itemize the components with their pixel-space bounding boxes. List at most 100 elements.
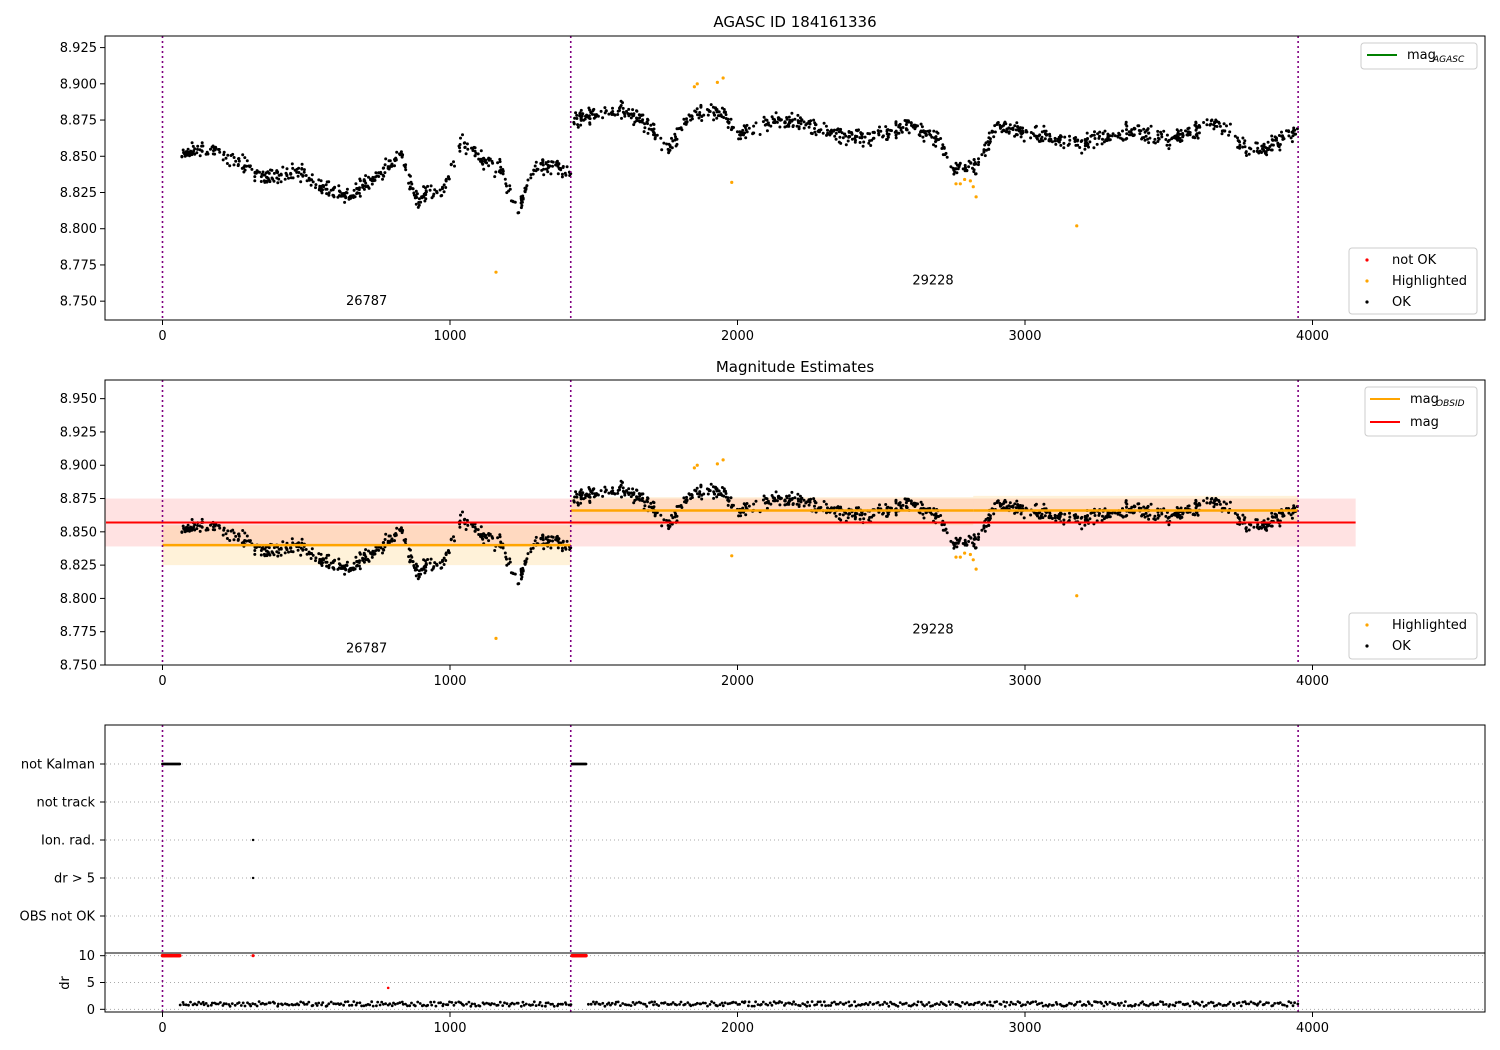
y-tick-label: 8.875 (60, 492, 97, 507)
ok-point (987, 143, 991, 147)
ok-point (932, 129, 936, 133)
ok-point (813, 127, 816, 130)
ok-point (444, 551, 448, 555)
highlighted-point (954, 555, 958, 559)
ok-point (765, 129, 769, 133)
ok-point (357, 564, 361, 568)
ok-point (1041, 139, 1045, 143)
dr-ok-point (465, 1002, 468, 1006)
ok-point (649, 501, 653, 505)
ok-point (184, 150, 188, 154)
dr-ok-point (625, 1003, 628, 1007)
ok-point (922, 139, 926, 143)
ok-point (668, 144, 672, 147)
y-tick-label: 8.800 (60, 222, 97, 237)
ok-point (1195, 504, 1199, 508)
ok-point (904, 127, 908, 131)
dr-ok-point (510, 1001, 514, 1005)
dr-ok-point (853, 1000, 856, 1004)
ok-point (403, 165, 407, 169)
dr-ok-point (195, 1003, 199, 1007)
dr-ok-point (710, 1000, 713, 1003)
ok-point (683, 122, 686, 126)
ok-point (1290, 140, 1294, 144)
ok-point (1138, 132, 1142, 136)
dr-ok-point (332, 1002, 336, 1006)
dr-ok-point (872, 1002, 876, 1006)
ok-point (1002, 128, 1005, 132)
ok-point (578, 112, 582, 116)
dr-ok-point (947, 1000, 951, 1004)
ok-point (520, 200, 524, 204)
ok-point (496, 536, 500, 540)
ok-point (972, 544, 976, 548)
x-tick-label: 1000 (433, 329, 466, 344)
ok-point (300, 162, 304, 166)
ok-point (1124, 514, 1128, 518)
ok-point (1076, 515, 1080, 519)
dr-ok-point (1021, 1003, 1025, 1007)
ok-point (683, 500, 686, 504)
dr-ok-point (380, 1000, 384, 1004)
dr-ok-point (350, 1003, 354, 1007)
ok-point (899, 504, 903, 508)
ok-point (982, 525, 986, 529)
ok-point (1280, 130, 1283, 134)
highlighted-point (1075, 224, 1079, 228)
ok-point (1017, 507, 1021, 510)
ok-point (729, 117, 733, 121)
ok-point (576, 501, 580, 505)
ok-point (718, 114, 722, 118)
ok-point (453, 539, 456, 543)
ok-point (354, 555, 358, 559)
ok-point (579, 488, 583, 492)
ok-point (408, 187, 412, 191)
ok-point (638, 494, 642, 498)
ok-point (972, 158, 976, 161)
dr-ok-point (944, 1004, 948, 1007)
ok-point (508, 557, 512, 561)
ok-point (872, 513, 876, 517)
ok-point (1244, 526, 1248, 530)
ok-point (971, 541, 974, 545)
dr-ok-point (691, 1003, 695, 1007)
dr-red-point (386, 986, 390, 990)
ok-point (670, 513, 673, 517)
flag-point (178, 762, 182, 766)
ok-point (802, 126, 806, 130)
ok-point (228, 164, 232, 168)
dr-ok-point (1137, 1003, 1141, 1007)
ok-point (783, 120, 787, 124)
dr-ok-point (894, 1003, 898, 1007)
dr-axis-label: dr (58, 976, 73, 990)
ok-point (1043, 137, 1047, 141)
ok-point (505, 563, 509, 567)
ok-point (557, 537, 561, 541)
ok-point (324, 183, 328, 187)
ok-point (906, 497, 910, 501)
ok-point (659, 513, 663, 517)
dr-ok-point (829, 1004, 833, 1007)
ok-point (1159, 130, 1163, 134)
dr-ok-point (390, 1004, 394, 1008)
ok-point (1255, 518, 1259, 522)
dr-ok-point (629, 1004, 633, 1007)
ok-point (444, 559, 448, 562)
ok-point (888, 506, 892, 510)
ok-point (222, 528, 226, 532)
ok-point (422, 195, 426, 199)
dr-ok-point (393, 1002, 397, 1006)
ok-point (835, 128, 839, 132)
ok-point (899, 126, 903, 130)
ok-point (285, 174, 289, 178)
ok-point (695, 107, 699, 111)
ok-point (381, 177, 384, 181)
dr-ok-point (246, 1001, 249, 1005)
ok-point (501, 168, 505, 171)
dr-ok-point (844, 1001, 848, 1005)
ok-point (453, 164, 456, 168)
highlighted-point (954, 182, 958, 186)
dr-ok-point (847, 1000, 851, 1004)
ok-point (623, 493, 627, 497)
ok-point (693, 488, 697, 492)
